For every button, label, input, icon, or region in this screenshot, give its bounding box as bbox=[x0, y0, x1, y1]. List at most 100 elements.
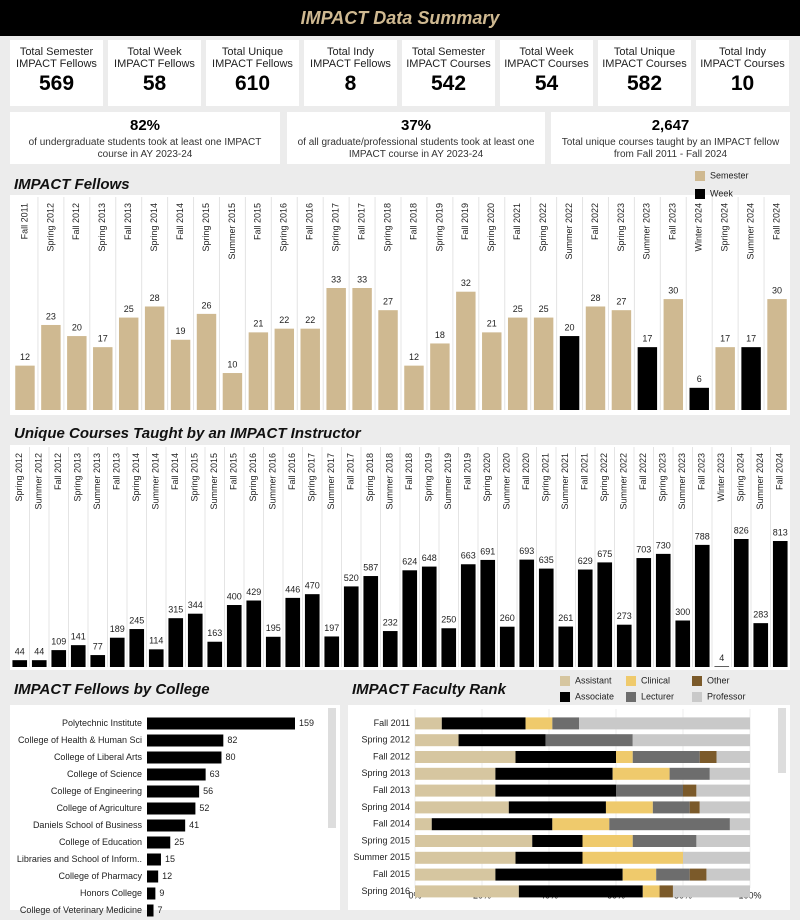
data-label: 25 bbox=[124, 304, 134, 314]
stat-value: 82% bbox=[129, 117, 161, 134]
kpi-card: Total Semester IMPACT Courses 542 bbox=[402, 40, 495, 106]
bar-segment bbox=[706, 868, 750, 881]
data-label: 27 bbox=[616, 297, 626, 307]
bar bbox=[51, 650, 67, 667]
bar-segment bbox=[415, 767, 496, 780]
bar-segment bbox=[582, 835, 633, 847]
data-label: 10 bbox=[227, 359, 237, 369]
bar bbox=[67, 336, 87, 410]
x-tick-label: Summer 2016 bbox=[268, 453, 278, 510]
bar-segment bbox=[518, 885, 643, 898]
x-tick-label: Fall 2013 bbox=[112, 453, 122, 490]
bar bbox=[274, 328, 295, 410]
x-tick-label: Summer 2012 bbox=[34, 453, 44, 510]
kpi-card: Total Unique IMPACT Courses 582 bbox=[598, 40, 691, 106]
data-label: 260 bbox=[500, 613, 515, 623]
bar bbox=[663, 299, 684, 410]
data-label: 300 bbox=[675, 607, 690, 617]
x-tick-label: Spring 2014 bbox=[149, 203, 159, 252]
stat-card: 82% of undergraduate students took at lea… bbox=[10, 112, 280, 164]
x-tick-label: Summer 2015 bbox=[209, 453, 219, 510]
data-label: 587 bbox=[363, 562, 378, 572]
bar bbox=[300, 328, 320, 410]
bar-segment bbox=[669, 767, 710, 780]
kpi-label: Total Unique IMPACT Fellows bbox=[212, 46, 293, 70]
x-tick-label: Spring 2018 bbox=[382, 203, 392, 252]
bar bbox=[147, 904, 154, 917]
data-label: 232 bbox=[383, 617, 398, 627]
bar bbox=[90, 655, 106, 667]
data-label: 163 bbox=[207, 628, 222, 638]
bar bbox=[519, 559, 535, 667]
bar-segment bbox=[415, 818, 432, 831]
bar bbox=[109, 637, 125, 667]
y-tick-label: College of Agriculture bbox=[56, 803, 142, 813]
bar-segment bbox=[699, 801, 750, 814]
bar bbox=[611, 310, 632, 410]
data-label: 273 bbox=[617, 611, 632, 621]
bar bbox=[352, 288, 372, 410]
data-label: 197 bbox=[324, 623, 339, 633]
data-label: 28 bbox=[590, 293, 600, 303]
data-label: 344 bbox=[188, 600, 203, 610]
bar bbox=[147, 717, 295, 730]
bar-segment bbox=[415, 835, 533, 847]
data-label: 109 bbox=[51, 636, 66, 646]
x-tick-label: Summer 2017 bbox=[326, 453, 336, 510]
bar-segment bbox=[415, 868, 496, 881]
x-tick-label: Fall 2016 bbox=[305, 203, 315, 240]
data-label: 4 bbox=[719, 653, 724, 663]
legend-swatch bbox=[560, 692, 570, 702]
x-tick-label: Fall 2019 bbox=[463, 453, 473, 490]
x-tick-label: Spring 2015 bbox=[201, 203, 211, 252]
bar-segment bbox=[616, 751, 633, 763]
kpi-value: 569 bbox=[38, 72, 75, 95]
bar-segment bbox=[415, 885, 519, 898]
y-tick-label: Honors College bbox=[80, 888, 142, 898]
bar bbox=[636, 558, 652, 667]
bar bbox=[41, 324, 61, 410]
bar bbox=[324, 636, 340, 667]
bar-segment bbox=[415, 751, 516, 763]
data-label: 283 bbox=[753, 610, 768, 620]
bar-segment bbox=[632, 835, 697, 847]
data-label: 22 bbox=[279, 315, 289, 325]
bar bbox=[480, 559, 496, 667]
bar-segment bbox=[545, 734, 633, 747]
kpi-label: Total Indy IMPACT Fellows bbox=[310, 46, 391, 70]
data-label: 80 bbox=[225, 752, 235, 762]
x-tick-label: Fall 2017 bbox=[346, 453, 356, 490]
kpi-value: 58 bbox=[142, 72, 167, 95]
x-tick-label: Fall 2015 bbox=[229, 453, 239, 490]
legend-swatch bbox=[695, 189, 705, 199]
bar bbox=[441, 628, 457, 667]
data-label: 30 bbox=[668, 285, 678, 295]
x-tick-label: Fall 2022 bbox=[638, 453, 648, 490]
x-tick-label: Fall 2012 bbox=[53, 453, 63, 490]
data-label: 691 bbox=[480, 546, 495, 556]
bar bbox=[538, 568, 554, 667]
bar-segment bbox=[415, 734, 459, 747]
x-tick-label: Spring 2022 bbox=[538, 203, 548, 252]
data-label: 315 bbox=[168, 605, 183, 615]
y-tick-label: College of Education bbox=[59, 837, 142, 847]
data-label: 23 bbox=[46, 311, 56, 321]
bar bbox=[148, 649, 164, 667]
bar-segment bbox=[656, 868, 690, 881]
legend-swatch bbox=[692, 676, 702, 686]
x-tick-label: Fall 2012 bbox=[71, 203, 81, 240]
bar bbox=[715, 347, 735, 410]
bar-segment bbox=[441, 717, 526, 730]
data-label: 629 bbox=[578, 556, 593, 566]
bar bbox=[655, 553, 671, 667]
bar bbox=[129, 629, 145, 667]
stat-text: of undergraduate students took at least … bbox=[28, 137, 262, 160]
bar bbox=[147, 870, 159, 883]
data-label: 25 bbox=[513, 304, 523, 314]
data-label: 400 bbox=[227, 591, 242, 601]
x-tick-label: Spring 2023 bbox=[616, 203, 626, 252]
data-label: 7 bbox=[158, 905, 163, 915]
y-tick-label: Spring 2015 bbox=[361, 835, 410, 845]
bar bbox=[248, 332, 269, 410]
x-tick-label: Spring 2020 bbox=[486, 203, 496, 252]
